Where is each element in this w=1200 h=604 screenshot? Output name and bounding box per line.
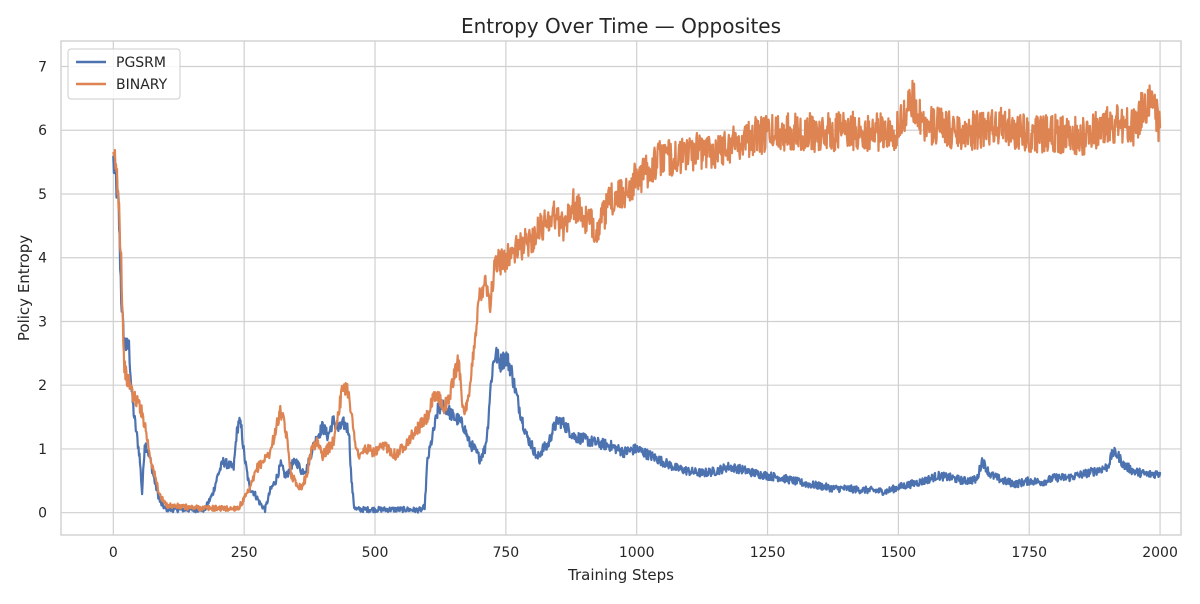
y-tick-label: 4 xyxy=(38,251,47,267)
y-tick-label: 6 xyxy=(38,123,47,139)
x-tick-label: 0 xyxy=(109,545,118,561)
y-tick-label: 7 xyxy=(38,59,47,75)
y-tick-label: 0 xyxy=(38,506,47,522)
tick-labels: 0 250 500 750 1000 1250 1500 1750 2000 0 1 2 3 4 5 6 7 xyxy=(38,59,1178,561)
x-tick-label: 1750 xyxy=(1011,545,1047,561)
chart-title: Entropy Over Time — Opposites xyxy=(461,14,781,38)
series-line-pgsrm xyxy=(112,154,1162,514)
x-tick-label: 750 xyxy=(492,545,519,561)
y-tick-label: 2 xyxy=(38,378,47,394)
y-tick-label: 3 xyxy=(38,314,47,330)
legend-label-pgsrm: PGSRM xyxy=(116,55,166,71)
plot-frame xyxy=(60,40,1182,536)
y-tick-label: 1 xyxy=(38,442,47,458)
x-tick-label: 250 xyxy=(231,545,258,561)
x-tick-label: 500 xyxy=(362,545,389,561)
x-axis-label: Training Steps xyxy=(567,566,674,584)
series-line-binary xyxy=(112,79,1162,512)
y-tick-label: 5 xyxy=(38,187,47,203)
legend: PGSRM BINARY xyxy=(67,48,181,100)
x-tick-label: 1500 xyxy=(881,545,917,561)
x-tick-label: 2000 xyxy=(1142,545,1178,561)
series-group xyxy=(112,79,1162,514)
x-tick-label: 1250 xyxy=(750,545,786,561)
y-axis-label: Policy Entropy xyxy=(15,235,33,341)
x-tick-label: 1000 xyxy=(619,545,655,561)
legend-label-binary: BINARY xyxy=(116,77,168,93)
